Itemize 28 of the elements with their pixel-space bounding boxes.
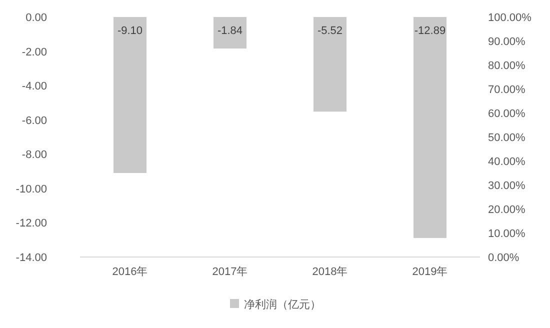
y2-tick-label: 60.00% — [488, 108, 526, 120]
y-tick-label: -6.00 — [22, 114, 47, 127]
x-tick-label: 2017年 — [212, 266, 248, 278]
x-tick-label: 2019年 — [412, 266, 448, 278]
y2-tick-label: 10.00% — [488, 228, 526, 240]
y2-tick-label: 90.00% — [488, 36, 526, 48]
y2-tick-label: 30.00% — [488, 180, 526, 192]
y-tick-label: -2.00 — [22, 46, 47, 58]
x-tick-label: 2016年 — [112, 266, 148, 278]
y-tick-label: -14.00 — [16, 252, 47, 264]
data-label: -5.52 — [317, 25, 343, 37]
data-label: -1.84 — [217, 25, 243, 37]
y-tick-label: -4.00 — [22, 80, 47, 93]
y-tick-label: 0.00 — [26, 12, 47, 24]
x-tick-label: 2018年 — [312, 266, 348, 278]
y-tick-label: -12.00 — [16, 218, 47, 230]
y-tick-label: -10.00 — [16, 183, 47, 196]
y2-tick-label: 50.00% — [488, 132, 526, 144]
y2-tick-label: 40.00% — [488, 156, 526, 168]
y2-tick-label: 80.00% — [488, 60, 526, 72]
legend-label: 净利润（亿元） — [244, 298, 321, 311]
y2-tick-label: 20.00% — [488, 204, 526, 216]
data-label: -12.89 — [414, 25, 446, 37]
y2-tick-label: 100.00% — [488, 12, 532, 24]
y2-tick-label: 0.00% — [488, 252, 520, 264]
y2-tick-label: 70.00% — [488, 84, 526, 96]
data-label: -9.10 — [117, 25, 143, 37]
y-tick-label: -8.00 — [22, 149, 47, 162]
